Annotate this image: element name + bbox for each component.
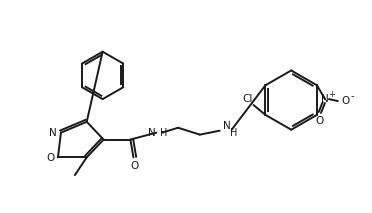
- Text: O: O: [341, 96, 350, 106]
- Text: O: O: [130, 161, 138, 171]
- Text: Cl: Cl: [243, 94, 253, 104]
- Text: N: N: [49, 128, 57, 138]
- Text: -: -: [351, 91, 355, 101]
- Text: N: N: [148, 128, 156, 138]
- Text: O: O: [46, 153, 54, 163]
- Text: H: H: [230, 128, 237, 138]
- Text: +: +: [328, 90, 335, 99]
- Text: N: N: [223, 121, 231, 131]
- Text: O: O: [316, 116, 324, 126]
- Text: N: N: [321, 94, 329, 104]
- Text: H: H: [160, 128, 167, 138]
